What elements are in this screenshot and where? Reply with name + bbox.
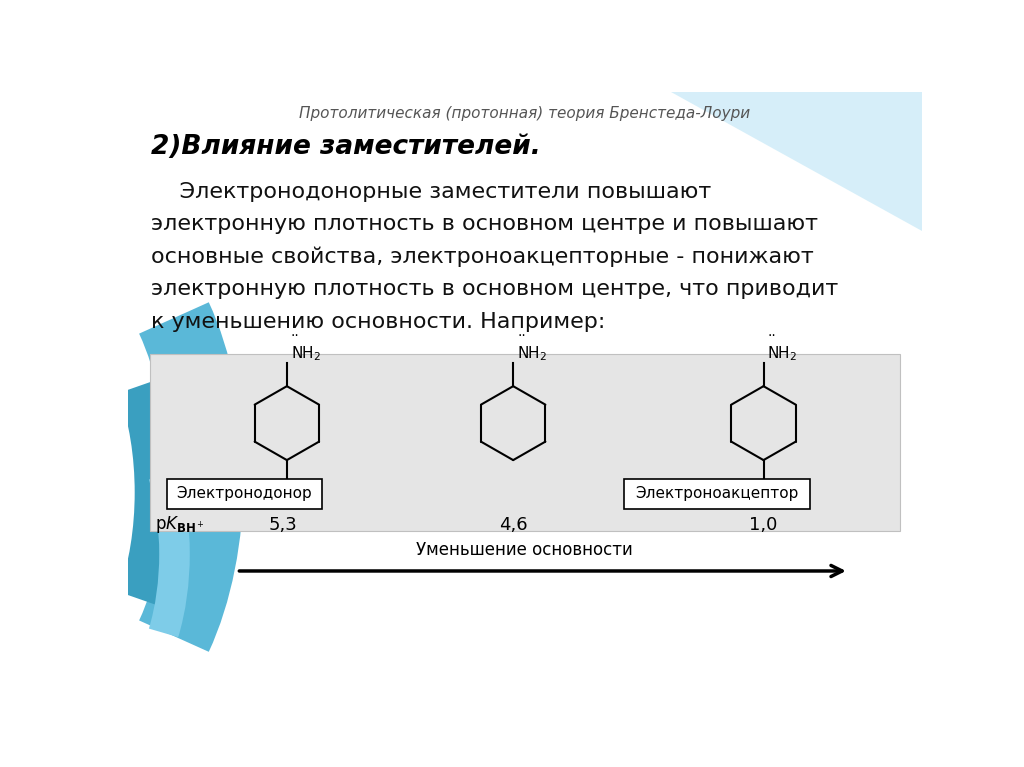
Text: 5,3: 5,3 <box>268 515 297 534</box>
Text: Электронодонор: Электронодонор <box>176 486 312 502</box>
Text: ··: ·· <box>767 329 776 343</box>
Text: Протолитическая (протонная) теория Бренстеда-Лоури: Протолитическая (протонная) теория Бренс… <box>299 106 751 121</box>
Text: O$_2$N: O$_2$N <box>724 487 756 505</box>
Polygon shape <box>671 92 922 231</box>
Text: электронную плотность в основном центре, что приводит: электронную плотность в основном центре,… <box>152 279 839 299</box>
Text: ··: ·· <box>276 490 284 500</box>
Text: основные свойства, электроноакцепторные - понижают: основные свойства, электроноакцепторные … <box>152 246 814 267</box>
Text: CH$_3$O: CH$_3$O <box>232 486 275 504</box>
Text: Электронодонорные заместители повышают: Электронодонорные заместители повышают <box>152 182 712 202</box>
Text: ··: ·· <box>291 329 299 343</box>
Bar <box>150 354 900 531</box>
Text: NH$_2$: NH$_2$ <box>767 344 798 364</box>
Text: 2)Влияние заместителей.: 2)Влияние заместителей. <box>152 134 541 160</box>
Bar <box>167 479 322 509</box>
Text: к уменьшению основности. Например:: к уменьшению основности. Например: <box>152 311 605 331</box>
Text: ··: ·· <box>517 329 525 343</box>
Text: р$\mathit{K}_{\mathbf{BH}^+}$: р$\mathit{K}_{\mathbf{BH}^+}$ <box>155 515 205 535</box>
Text: 4,6: 4,6 <box>499 515 527 534</box>
Text: электронную плотность в основном центре и повышают: электронную плотность в основном центре … <box>152 215 818 235</box>
Text: Электроноакцептор: Электроноакцептор <box>635 486 799 502</box>
Text: Уменьшение основности: Уменьшение основности <box>417 542 633 559</box>
Text: NH$_2$: NH$_2$ <box>517 344 547 364</box>
Text: 1,0: 1,0 <box>750 515 777 534</box>
Bar <box>624 479 810 509</box>
Text: NH$_2$: NH$_2$ <box>291 344 321 364</box>
